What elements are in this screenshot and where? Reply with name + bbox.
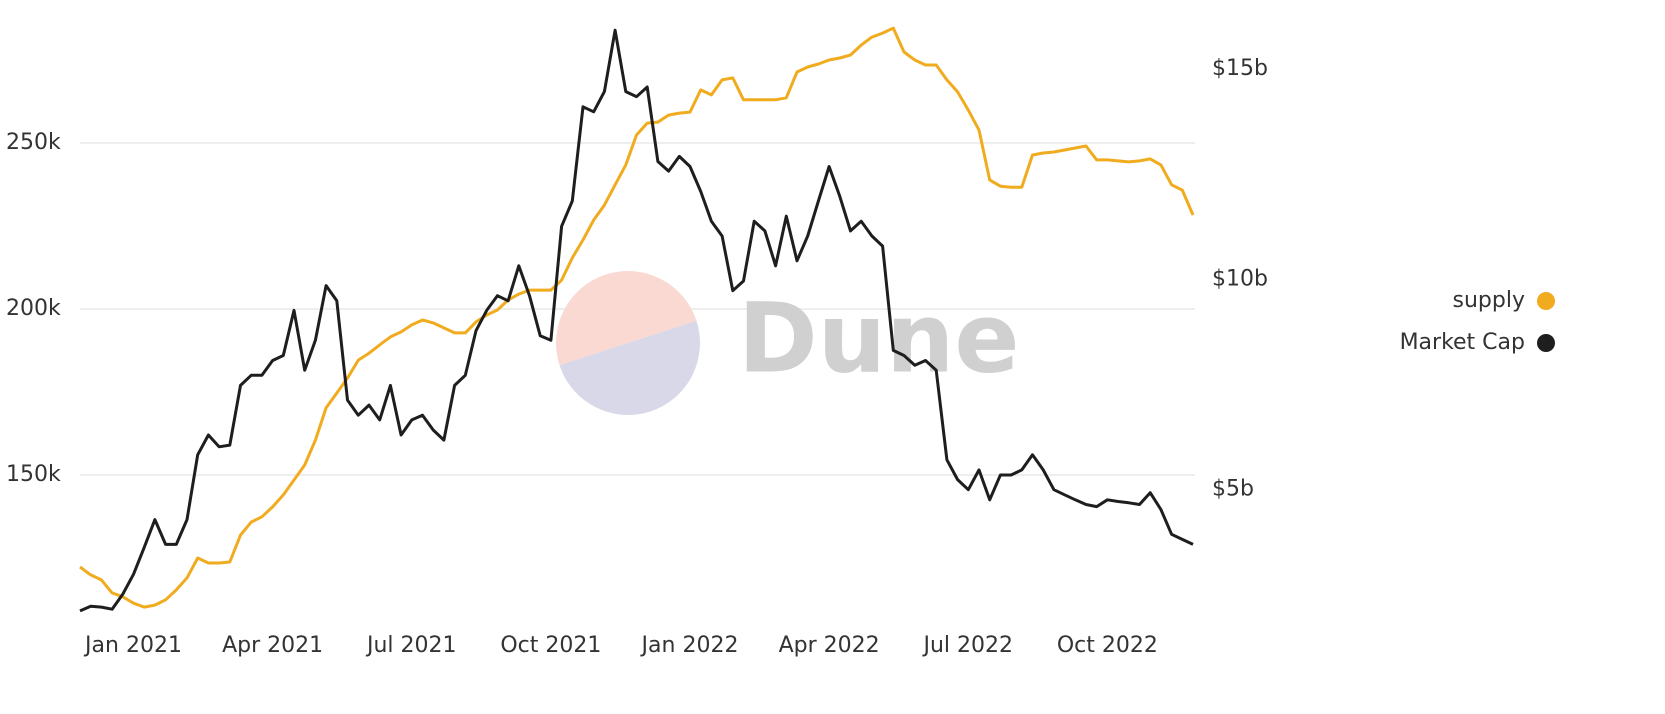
x-tick-label: Jan 2022 [640, 633, 739, 658]
y-tick-label: 250k [6, 130, 61, 155]
watermark: Dune [556, 271, 1019, 415]
y2-tick-label: $5b [1212, 477, 1254, 502]
y2-tick-label: $10b [1212, 266, 1268, 291]
watermark-logo-top [556, 271, 697, 366]
legend-marker[interactable] [1537, 292, 1555, 310]
watermark-logo-bottom [559, 320, 700, 415]
y-tick-label: 200k [6, 296, 61, 321]
x-tick-label: Apr 2022 [779, 633, 880, 658]
x-tick-label: Jul 2022 [921, 633, 1013, 658]
watermark-text: Dune [738, 282, 1019, 394]
x-tick-label: Jul 2021 [365, 633, 457, 658]
x-tick-label: Apr 2021 [222, 633, 323, 658]
x-tick-label: Jan 2021 [83, 633, 182, 658]
x-tick-label: Oct 2021 [500, 633, 601, 658]
y-tick-label: 150k [6, 462, 61, 487]
series-line [79, 26, 1195, 609]
x-tick-label: Oct 2022 [1057, 633, 1158, 658]
legend-label[interactable]: supply [1453, 288, 1525, 313]
y2-tick-label: $15b [1212, 56, 1268, 81]
series-line [79, 28, 1194, 613]
legend-label[interactable]: Market Cap [1400, 330, 1525, 355]
legend-marker[interactable] [1537, 334, 1555, 352]
